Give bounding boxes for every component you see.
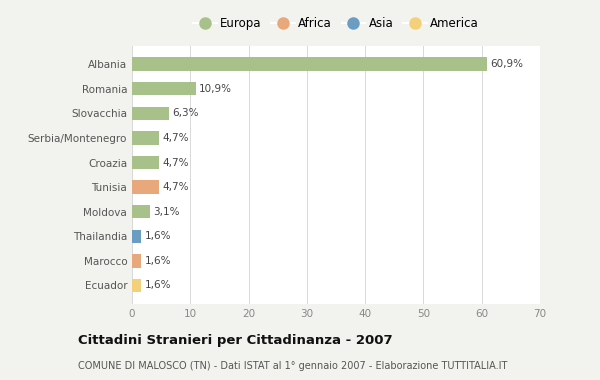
Text: 1,6%: 1,6% — [145, 231, 172, 241]
Bar — [132, 131, 160, 145]
Text: 3,1%: 3,1% — [154, 207, 180, 217]
Text: 4,7%: 4,7% — [163, 182, 190, 192]
Text: 1,6%: 1,6% — [145, 256, 172, 266]
Text: 4,7%: 4,7% — [163, 133, 190, 143]
Bar — [132, 156, 160, 169]
Legend: Europa, Africa, Asia, America: Europa, Africa, Asia, America — [188, 13, 484, 35]
Bar — [132, 180, 160, 194]
Text: 4,7%: 4,7% — [163, 157, 190, 168]
Text: COMUNE DI MALOSCO (TN) - Dati ISTAT al 1° gennaio 2007 - Elaborazione TUTTITALIA: COMUNE DI MALOSCO (TN) - Dati ISTAT al 1… — [78, 361, 508, 370]
Text: 10,9%: 10,9% — [199, 84, 232, 94]
Text: 60,9%: 60,9% — [490, 59, 523, 69]
Bar — [132, 230, 142, 243]
Bar — [132, 57, 487, 71]
Text: 1,6%: 1,6% — [145, 280, 172, 290]
Bar — [132, 205, 150, 218]
Text: 6,3%: 6,3% — [172, 108, 199, 118]
Text: Cittadini Stranieri per Cittadinanza - 2007: Cittadini Stranieri per Cittadinanza - 2… — [78, 334, 392, 347]
Bar — [132, 254, 142, 268]
Bar — [132, 279, 142, 292]
Bar — [132, 82, 196, 95]
Bar — [132, 106, 169, 120]
